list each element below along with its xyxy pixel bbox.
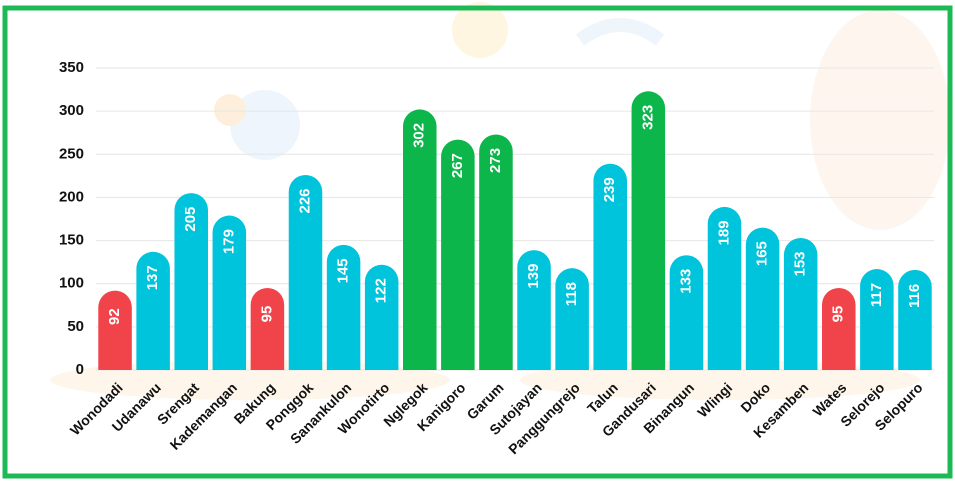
y-tick-label: 250	[59, 145, 84, 162]
value-label: 179	[220, 229, 237, 254]
bar	[479, 134, 513, 370]
value-label: 323	[639, 105, 656, 130]
y-tick-label: 200	[59, 188, 84, 205]
bar	[288, 174, 323, 370]
bar	[745, 227, 780, 370]
bar	[822, 288, 856, 370]
bar	[136, 251, 170, 370]
value-label: 273	[487, 148, 504, 173]
bar	[555, 268, 589, 370]
value-label: 189	[715, 220, 732, 245]
bar	[212, 215, 247, 370]
bar	[593, 163, 627, 370]
value-label: 165	[754, 241, 771, 266]
bar	[250, 288, 285, 370]
value-label: 116	[906, 284, 923, 308]
bar	[517, 250, 551, 370]
value-label: 205	[182, 207, 199, 232]
bar	[631, 91, 666, 371]
value-label: 92	[106, 308, 123, 325]
bar	[707, 206, 742, 370]
value-label: 95	[830, 306, 847, 323]
value-label: 239	[601, 177, 618, 202]
value-label: 117	[868, 283, 885, 307]
y-tick-label: 100	[59, 275, 84, 292]
value-label: 133	[677, 269, 694, 294]
value-label: 137	[144, 265, 161, 290]
bar	[98, 290, 132, 370]
value-label: 226	[296, 188, 313, 213]
value-label: 95	[258, 306, 275, 323]
value-label: 302	[411, 123, 428, 148]
bar	[669, 255, 704, 370]
bar	[403, 109, 437, 370]
value-label: 139	[525, 264, 542, 289]
bar	[898, 269, 932, 370]
y-tick-label: 50	[67, 318, 84, 335]
value-label: 267	[449, 153, 466, 178]
y-tick-label: 0	[76, 361, 84, 378]
frame	[2, 5, 953, 479]
value-label: 153	[792, 251, 809, 276]
value-label: 118	[563, 282, 580, 306]
value-label: 122	[373, 278, 390, 303]
bar	[364, 264, 399, 370]
bar	[326, 244, 361, 370]
value-label: 145	[335, 258, 352, 283]
bar	[441, 139, 475, 370]
y-tick-label: 300	[59, 102, 84, 119]
bar	[174, 193, 208, 370]
y-tick-label: 350	[59, 59, 84, 76]
bar	[860, 269, 894, 370]
bar	[783, 237, 818, 370]
y-tick-label: 150	[59, 232, 84, 249]
